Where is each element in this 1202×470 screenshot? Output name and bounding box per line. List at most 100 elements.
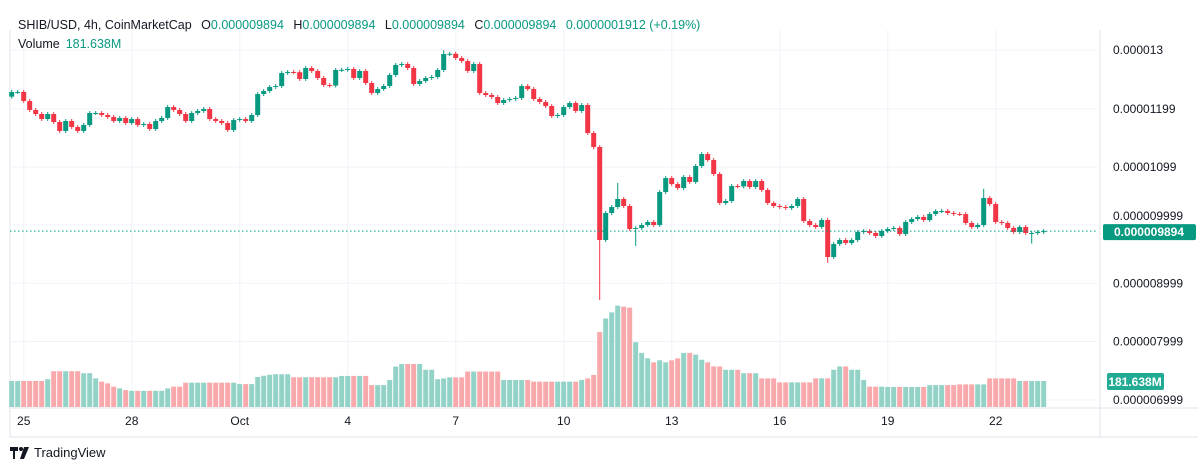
- candle-body: [267, 87, 273, 91]
- volume-bar: [273, 374, 279, 407]
- volume-bar: [399, 364, 405, 407]
- volume-bars: [9, 305, 1047, 407]
- candle-body: [75, 127, 81, 131]
- volume-bar: [849, 369, 855, 407]
- volume-bar: [249, 384, 255, 407]
- candle-body: [663, 178, 669, 193]
- time-tick-label: 28: [125, 414, 139, 428]
- candle-body: [417, 81, 423, 84]
- volume-bar: [519, 379, 525, 407]
- candle-body: [525, 86, 531, 90]
- price-tick-label: 0.000007999: [1113, 335, 1183, 349]
- candle-body: [573, 102, 579, 111]
- candle-body: [21, 91, 27, 102]
- price-axis[interactable]: 0.000013 0.00001199 0.00001099 0.000009999 0…: [1113, 43, 1183, 407]
- volume-bar: [321, 377, 327, 407]
- candle-body: [765, 189, 771, 203]
- time-tick-label: 10: [557, 414, 571, 428]
- candle-body: [201, 108, 207, 111]
- candle-body: [939, 210, 945, 212]
- candle-body: [543, 102, 549, 107]
- candle-body: [33, 109, 39, 115]
- volume-badge-label: 181.638M: [1108, 375, 1161, 389]
- volume-bar: [135, 390, 141, 407]
- volume-bar: [153, 390, 159, 407]
- candle-body: [117, 117, 123, 122]
- candle-body: [933, 211, 939, 214]
- candle-body: [645, 221, 651, 226]
- volume-bar: [639, 352, 645, 407]
- volume-bar: [453, 377, 459, 407]
- volume-bar: [255, 376, 261, 407]
- candle-body: [987, 198, 993, 205]
- candle-body: [753, 181, 759, 188]
- candle-body: [681, 176, 687, 188]
- candle-body: [327, 84, 333, 86]
- volume-bar: [219, 382, 225, 407]
- candle-body: [537, 99, 543, 103]
- candle-body: [489, 95, 495, 97]
- volume-bar: [549, 381, 555, 407]
- candle-body: [165, 107, 171, 118]
- volume-bar: [927, 385, 933, 407]
- volume-bar: [609, 312, 615, 407]
- volume-bar: [537, 381, 543, 407]
- volume-bar: [951, 385, 957, 407]
- candle-body: [279, 73, 285, 87]
- candle-body: [39, 114, 45, 120]
- open-label: O: [201, 18, 211, 32]
- volume-bar: [687, 352, 693, 407]
- price-tick-label: 0.000008999: [1113, 276, 1183, 290]
- volume-bar: [381, 385, 387, 407]
- candle-body: [339, 69, 345, 71]
- volume-bar: [975, 384, 981, 407]
- volume-bar: [831, 369, 837, 407]
- candle-body: [219, 121, 225, 123]
- candle-body: [381, 86, 387, 90]
- time-axis[interactable]: 25 28 Oct 4 7 10 13 16 19 22: [17, 414, 1003, 428]
- volume-bar: [339, 375, 345, 407]
- volume-bar: [837, 366, 843, 407]
- volume-bar: [417, 364, 423, 407]
- volume-bar: [861, 379, 867, 407]
- candle-body: [129, 119, 135, 123]
- candle-body: [345, 69, 351, 71]
- open-value: 0.000009894: [210, 18, 284, 32]
- volume-bar: [207, 382, 213, 407]
- candle-body: [69, 121, 75, 128]
- volume-bar: [111, 386, 117, 407]
- volume-bar: [243, 384, 249, 407]
- volume-bar: [459, 377, 465, 407]
- close-label: C: [474, 18, 484, 32]
- time-tick-label: 19: [881, 414, 895, 428]
- candle-body: [603, 213, 609, 240]
- candle-body: [963, 214, 969, 223]
- volume-bar: [495, 371, 501, 407]
- volume-bar: [783, 382, 789, 407]
- volume-bar: [279, 374, 285, 407]
- volume-bar: [579, 379, 585, 407]
- tradingview-logo[interactable]: TradingView: [10, 445, 106, 460]
- time-tick-label: 25: [17, 414, 31, 428]
- volume-bar: [789, 382, 795, 407]
- volume-bar: [909, 386, 915, 407]
- volume-bar: [105, 383, 111, 407]
- volume-bar: [765, 378, 771, 407]
- volume-bar: [117, 388, 123, 407]
- volume-bar: [555, 381, 561, 407]
- price-tick-label: 0.000009999: [1113, 209, 1183, 223]
- volume-bar: [9, 380, 15, 407]
- symbol-title[interactable]: SHIB/USD, 4h, CoinMarketCap: [18, 18, 192, 32]
- candle-body: [999, 221, 1005, 223]
- candle-body: [675, 184, 681, 188]
- volume-bar: [597, 331, 603, 407]
- change-value: 0.0000001912 (+0.19%): [565, 18, 701, 32]
- candle-body: [135, 119, 141, 125]
- volume-bar: [369, 385, 375, 407]
- volume-bar: [621, 306, 627, 407]
- volume-bar: [513, 379, 519, 407]
- candle-body: [969, 222, 975, 227]
- volume-bar: [777, 382, 783, 407]
- candle-body: [705, 154, 711, 161]
